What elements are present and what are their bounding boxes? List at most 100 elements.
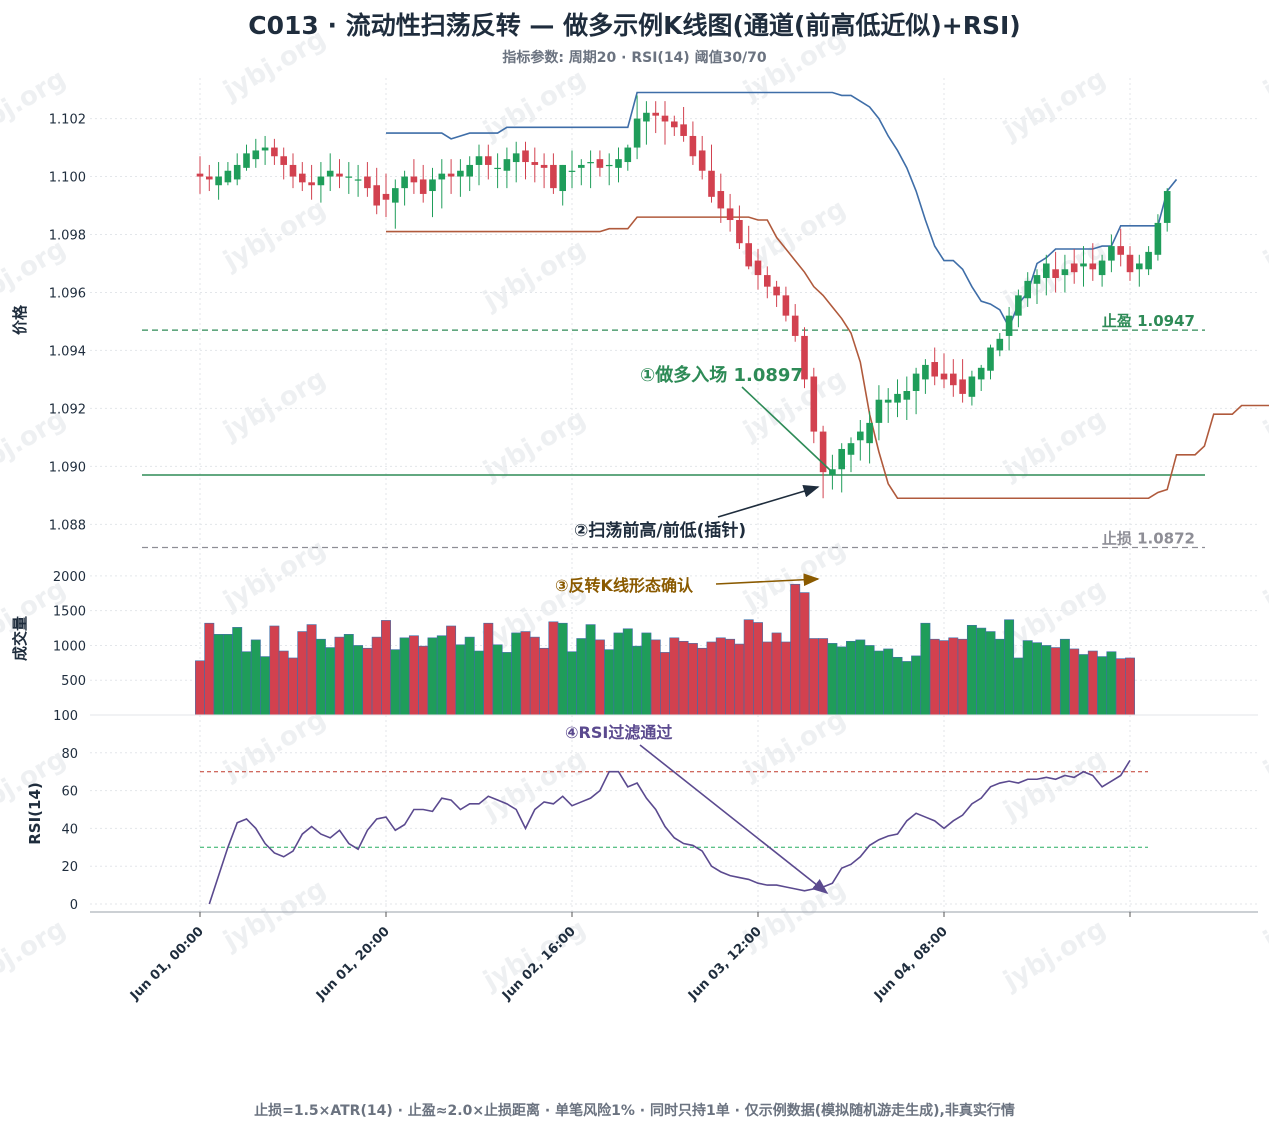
chart-title: C013 · 流动性扫荡反转 — 做多示例K线图(通道(前高低近似)+RSI): [248, 11, 1021, 40]
volume-bar: [1069, 648, 1080, 716]
volume-bar: [539, 647, 550, 716]
watermark-text: jybj.org: [998, 64, 1111, 147]
watermark-text: jybj.org: [478, 234, 591, 317]
volume-bar: [808, 638, 819, 716]
candle-body: [438, 173, 446, 180]
volume-bar: [771, 632, 782, 716]
candle-body: [940, 373, 948, 380]
y-tick-label: 1.094: [49, 344, 86, 359]
volume-bar: [1050, 647, 1061, 716]
entry-annotation: ①做多入场 1.0897: [640, 364, 803, 386]
candle-body: [373, 185, 380, 206]
watermark-text: jybj.org: [478, 914, 591, 997]
volume-bar: [278, 650, 289, 716]
volume-bar: [381, 620, 391, 716]
candle-body: [215, 176, 222, 186]
volume-bar: [920, 622, 931, 716]
candle-body: [280, 156, 287, 165]
watermark-text: jybj.org: [478, 744, 591, 827]
candle-body: [652, 112, 659, 116]
watermark-text: jybj.org: [738, 704, 851, 787]
watermark-text: jybj.org: [1258, 24, 1269, 107]
volume-bar: [966, 624, 977, 716]
candle-body: [745, 243, 752, 267]
candle-body: [810, 376, 818, 432]
candle-body: [847, 443, 855, 455]
rsi-annotation: ④RSI过滤通过: [565, 723, 672, 742]
reversal-annotation: ③反转K线形态确认: [555, 576, 694, 595]
candle-body: [708, 170, 715, 197]
reversal-arrow: [715, 573, 820, 587]
candle-body: [1117, 246, 1124, 255]
candle-body: [475, 156, 483, 165]
candle-body: [540, 164, 548, 168]
volume-bar: [250, 639, 261, 716]
watermark-text: jybj.org: [218, 874, 331, 957]
candle-body: [1061, 269, 1069, 276]
volume-bar: [1106, 651, 1117, 716]
volume-bar: [1115, 658, 1126, 716]
candle-body: [977, 367, 985, 380]
candle-body: [1154, 222, 1162, 255]
candle-body: [550, 164, 557, 189]
candle-body: [1033, 275, 1041, 284]
candle-body: [503, 159, 511, 171]
candle-body: [308, 182, 315, 186]
watermark-text: jybj.org: [738, 24, 851, 107]
volume-bar: [520, 631, 531, 716]
candle-body: [1145, 251, 1152, 270]
y-tick-label: 1500: [53, 605, 86, 620]
candle-body: [1024, 280, 1031, 299]
y-tick-label: 1.102: [49, 113, 86, 128]
watermark-text: jybj.org: [218, 534, 331, 617]
candle-body: [466, 164, 473, 177]
candle-body: [782, 295, 790, 316]
volume-bar: [799, 592, 810, 716]
candle-body: [317, 176, 325, 186]
x-tick-label: Jun 04, 08:00: [871, 924, 951, 1004]
rsi-arrow: [639, 744, 829, 894]
volume-bar: [204, 622, 215, 716]
volume-bar: [390, 649, 401, 716]
candle-body: [261, 147, 269, 151]
volume-bar: [334, 636, 345, 716]
volume-bar: [641, 632, 652, 716]
volume-bar: [753, 622, 763, 716]
price-panel: 1.088 1.090 1.092 1.094 1.096 1.098 1.100 1.102…: [11, 78, 1269, 562]
volume-bar: [660, 652, 670, 716]
volume-bar: [325, 647, 336, 716]
watermark-text: jybj.org: [0, 914, 71, 997]
candle-body: [587, 162, 594, 164]
volume-bar: [1059, 638, 1070, 716]
volume-bar: [715, 637, 726, 716]
volume-bar: [576, 638, 587, 716]
stop-loss-label: 止损 1.0872: [1102, 530, 1195, 548]
volume-bar: [604, 649, 615, 716]
volume-bar: [976, 627, 987, 716]
volume-bar: [1032, 642, 1042, 716]
volume-bar: [548, 621, 559, 716]
candle-body: [838, 448, 845, 470]
candle-body: [522, 150, 529, 163]
volume-bar: [939, 640, 949, 716]
volume-bar: [455, 644, 466, 716]
volume-bar: [985, 631, 996, 716]
candle-body: [717, 191, 725, 209]
rsi-panel: 0 20 40 60 80 100 RSI(14): [26, 709, 1258, 913]
volume-bar: [836, 646, 847, 716]
volume-bar: [706, 641, 717, 716]
x-tick-label: Jun 01, 20:00: [313, 924, 393, 1004]
volume-bar: [790, 583, 801, 716]
volume-bar: [501, 652, 512, 716]
candle-body: [866, 422, 873, 444]
candle-body: [410, 176, 418, 183]
watermark-text: jybj.org: [738, 194, 851, 277]
candle-body: [243, 153, 250, 168]
candle-body: [661, 115, 669, 122]
candle-body: [987, 347, 994, 371]
candle-body: [206, 176, 213, 180]
candle-body: [401, 176, 408, 189]
volume-bar: [446, 625, 457, 716]
candle-body: [336, 173, 343, 177]
volume-bar: [632, 645, 643, 716]
